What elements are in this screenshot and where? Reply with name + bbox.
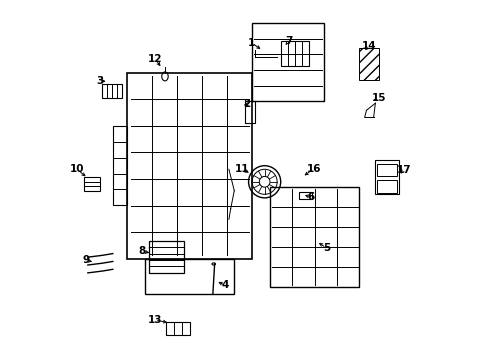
Text: 4: 4 [221,280,229,291]
Text: 5: 5 [323,243,330,253]
Polygon shape [359,48,379,80]
Text: 8: 8 [139,247,146,256]
Text: 14: 14 [362,41,377,51]
Text: 10: 10 [70,164,84,174]
Text: 15: 15 [372,93,386,103]
Text: 3: 3 [96,76,103,86]
Text: 1: 1 [248,38,255,48]
Text: 2: 2 [244,99,251,109]
Text: 13: 13 [147,315,162,325]
Text: 9: 9 [82,255,90,265]
Text: 6: 6 [307,192,315,202]
Text: 12: 12 [147,54,162,64]
Text: 11: 11 [235,164,249,174]
Text: 16: 16 [307,163,321,174]
Text: 17: 17 [396,165,411,175]
Text: 7: 7 [285,36,292,46]
